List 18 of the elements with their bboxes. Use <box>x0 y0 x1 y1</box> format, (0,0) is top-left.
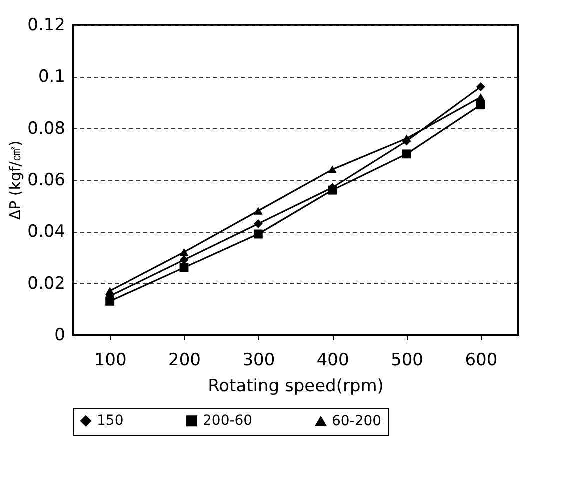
x-tick-label: 100 <box>94 350 127 370</box>
y-tick-label: 0.12 <box>28 16 66 36</box>
y-tick-label: 0.06 <box>28 170 66 190</box>
x-axis-title: Rotating speed(rpm) <box>208 376 384 396</box>
legend-label: 60-200 <box>332 413 382 430</box>
legend-label: 200-60 <box>203 413 253 430</box>
x-tick-label: 400 <box>316 350 350 370</box>
y-tick-label: 0 <box>54 326 66 346</box>
legend-label: 150 <box>97 413 124 430</box>
x-tick-label: 500 <box>391 350 424 370</box>
x-tick-label: 300 <box>242 350 276 370</box>
y-tick-label: 0.08 <box>28 118 66 139</box>
y-tick-label: 0.04 <box>28 222 66 242</box>
y-axis-title: ΔP (kgf/㎠) <box>6 140 25 220</box>
y-tick-label: 0.1 <box>38 67 66 88</box>
y-tick-label: 0.02 <box>28 274 66 294</box>
x-tick-label: 200 <box>168 350 201 370</box>
x-tick-label: 600 <box>465 350 498 370</box>
